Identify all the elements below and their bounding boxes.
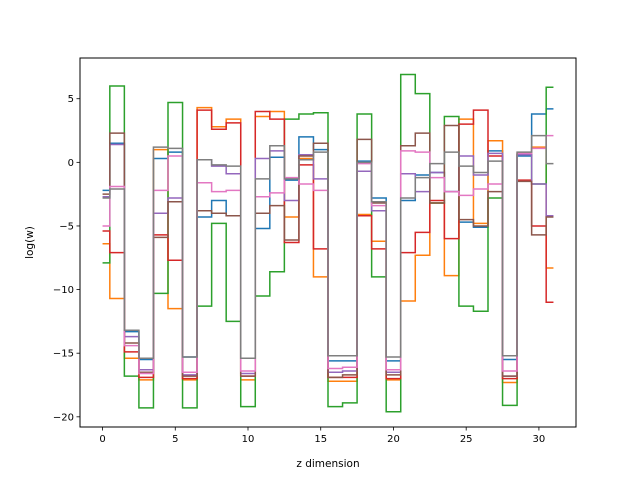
y-tick-label: 5: [68, 94, 74, 105]
series-layer: [102, 73, 554, 413]
x-tick-label: 10: [242, 434, 255, 445]
series-line-8: [102, 134, 554, 360]
x-tick-label: 0: [99, 434, 105, 445]
x-axis-label: z dimension: [296, 458, 359, 470]
y-tick-label: −20: [53, 412, 74, 423]
y-tick-label: −10: [53, 285, 74, 296]
y-tick-label: −5: [59, 221, 74, 232]
x-tick-label: 5: [172, 434, 178, 445]
y-tick-label: 0: [68, 158, 74, 169]
x-tick-label: 25: [460, 434, 473, 445]
y-tick-label: −15: [53, 349, 74, 360]
plot-frame: [79, 57, 577, 428]
x-axis: 0 5 10 15 20 25 30: [99, 427, 545, 445]
x-tick-label: 30: [533, 434, 546, 445]
y-axis: −20 −15 −10 −5 0 5: [53, 94, 80, 423]
x-tick-label: 15: [314, 434, 327, 445]
y-axis-label: log(w): [24, 226, 36, 259]
x-tick-label: 20: [387, 434, 400, 445]
